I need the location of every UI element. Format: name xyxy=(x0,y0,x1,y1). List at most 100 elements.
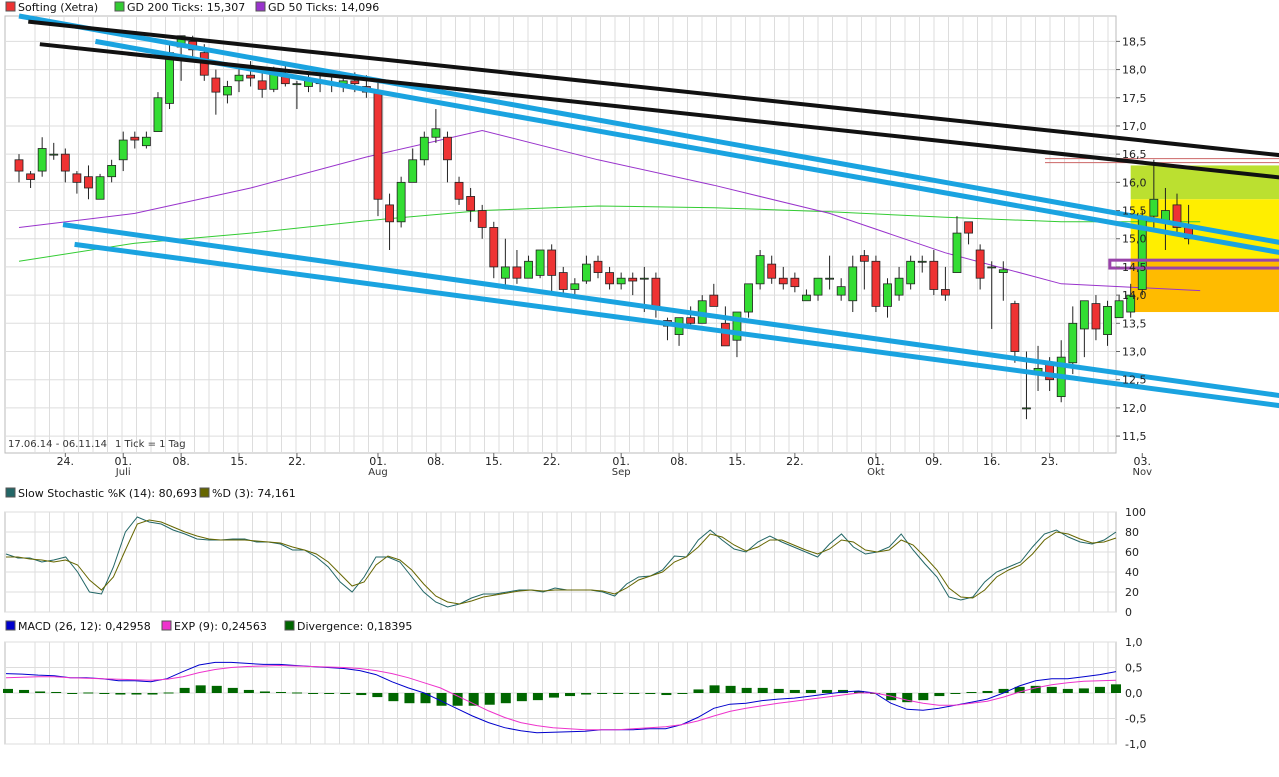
divergence-bar xyxy=(99,693,110,694)
candle-up xyxy=(49,153,59,156)
candle-up xyxy=(292,83,302,86)
divergence-bar xyxy=(966,691,977,693)
divergence-bar xyxy=(581,693,592,695)
divergence-bar xyxy=(292,692,303,694)
candle-down xyxy=(929,260,939,290)
candle-up xyxy=(234,74,244,82)
divergence-bar xyxy=(372,693,383,698)
date-tick-label: 08. xyxy=(427,455,445,468)
stoch-tick-label: 0 xyxy=(1125,606,1132,619)
candle-up xyxy=(153,97,163,132)
macd-series xyxy=(5,661,1117,734)
candle-up xyxy=(836,286,846,296)
candle-up xyxy=(616,277,626,285)
candle-down xyxy=(1010,303,1020,352)
macd-tick-label: 1,0 xyxy=(1125,636,1143,649)
legend-swatch-softing xyxy=(5,1,16,12)
price-tick-label: 11,5 xyxy=(1122,430,1147,443)
stoch-tick-label: 80 xyxy=(1125,526,1139,539)
candle-up xyxy=(396,181,406,223)
candle-down xyxy=(941,289,950,296)
date-tick-label: 01. xyxy=(867,455,885,468)
legend-macd: MACD (26, 12): 0,42958 xyxy=(18,620,151,633)
candle-up xyxy=(408,159,418,183)
date-tick-label: 03. xyxy=(1134,455,1152,468)
stoch-legend: Slow Stochastic %K (14): 80,693 %D (3): … xyxy=(5,487,296,500)
stoch-k-line xyxy=(5,516,1117,608)
legend-swatch-gd50 xyxy=(255,1,266,12)
candle-up xyxy=(431,128,441,138)
candle-up xyxy=(582,263,591,282)
divergence-bar xyxy=(1094,686,1105,693)
candle-up xyxy=(570,283,580,290)
divergence-bar xyxy=(613,693,624,694)
date-tick-label: 01. xyxy=(612,455,630,468)
candle-down xyxy=(385,204,394,223)
candle-up xyxy=(813,277,823,296)
channel-lower-line xyxy=(74,241,1279,409)
candle-down xyxy=(790,277,800,288)
date-tick-label: 24. xyxy=(57,455,75,468)
divergence-bar xyxy=(275,691,286,693)
divergence-bar xyxy=(324,693,335,694)
candle-down xyxy=(1172,204,1182,228)
divergence-bar xyxy=(902,693,913,703)
divergence-bar xyxy=(1030,685,1041,693)
candle-up xyxy=(223,86,232,96)
zone-orange xyxy=(1130,261,1279,313)
divergence-bar xyxy=(67,693,78,694)
divergence-bar xyxy=(308,693,319,694)
price-tick-label: 15,0 xyxy=(1122,233,1147,246)
divergence-bar xyxy=(131,693,142,695)
macd-tick-label: 0,0 xyxy=(1125,687,1143,700)
divergence-bar xyxy=(741,687,752,693)
candle-down xyxy=(871,260,881,307)
channel-upper-line xyxy=(18,13,1279,245)
legend-swatch-macd xyxy=(5,620,16,631)
gd200-line xyxy=(18,205,1201,262)
divergence-bar xyxy=(147,693,158,695)
month-label: Sep xyxy=(612,467,631,478)
date-tick-label: 15. xyxy=(485,455,503,468)
candle-up xyxy=(755,255,765,285)
candle-up xyxy=(95,176,105,200)
divergence-bar xyxy=(404,693,415,704)
divergence-bar xyxy=(420,693,431,704)
divergence-bar xyxy=(773,688,784,693)
divergence-bar xyxy=(436,693,447,706)
candle-up xyxy=(952,232,962,273)
support-box xyxy=(1108,258,1279,270)
candle-up xyxy=(1149,198,1159,217)
stoch-series xyxy=(5,516,1117,608)
date-tick-label: 22. xyxy=(288,455,306,468)
divergence-bar xyxy=(661,693,672,696)
main-price-axis: 11,5 12,0 12,5 13,0 13,5 14,0 14,5 15,0 15,5 16,0… xyxy=(1116,35,1147,443)
divergence-bar xyxy=(934,693,945,697)
candle-up xyxy=(118,139,128,161)
candle-up xyxy=(732,311,742,341)
legend-swatch-stoch-k xyxy=(5,487,16,498)
candle-up xyxy=(500,266,510,279)
divergence-bar xyxy=(805,689,816,693)
main-legend: Softing (Xetra) GD 200 Ticks: 15,307 GD … xyxy=(5,1,379,14)
divergence-bar xyxy=(597,693,608,694)
divergence-bar xyxy=(821,689,832,693)
stoch-grid xyxy=(5,511,1116,613)
candle-down xyxy=(558,272,568,290)
candle-up xyxy=(524,260,533,279)
divergence-bar xyxy=(548,693,559,698)
divergence-bar xyxy=(516,693,527,702)
divergence-bar xyxy=(452,693,463,706)
divergence-bar xyxy=(163,692,174,694)
candle-up xyxy=(917,260,927,263)
candle-up xyxy=(998,269,1008,273)
macd-tick-label: -1,0 xyxy=(1125,738,1146,751)
divergence-bar xyxy=(19,689,30,693)
divergence-bar xyxy=(725,685,736,693)
divergence-bar xyxy=(565,693,576,697)
candle-up xyxy=(1103,305,1112,335)
candle-up xyxy=(1126,294,1136,313)
divergence-bar xyxy=(51,691,62,693)
